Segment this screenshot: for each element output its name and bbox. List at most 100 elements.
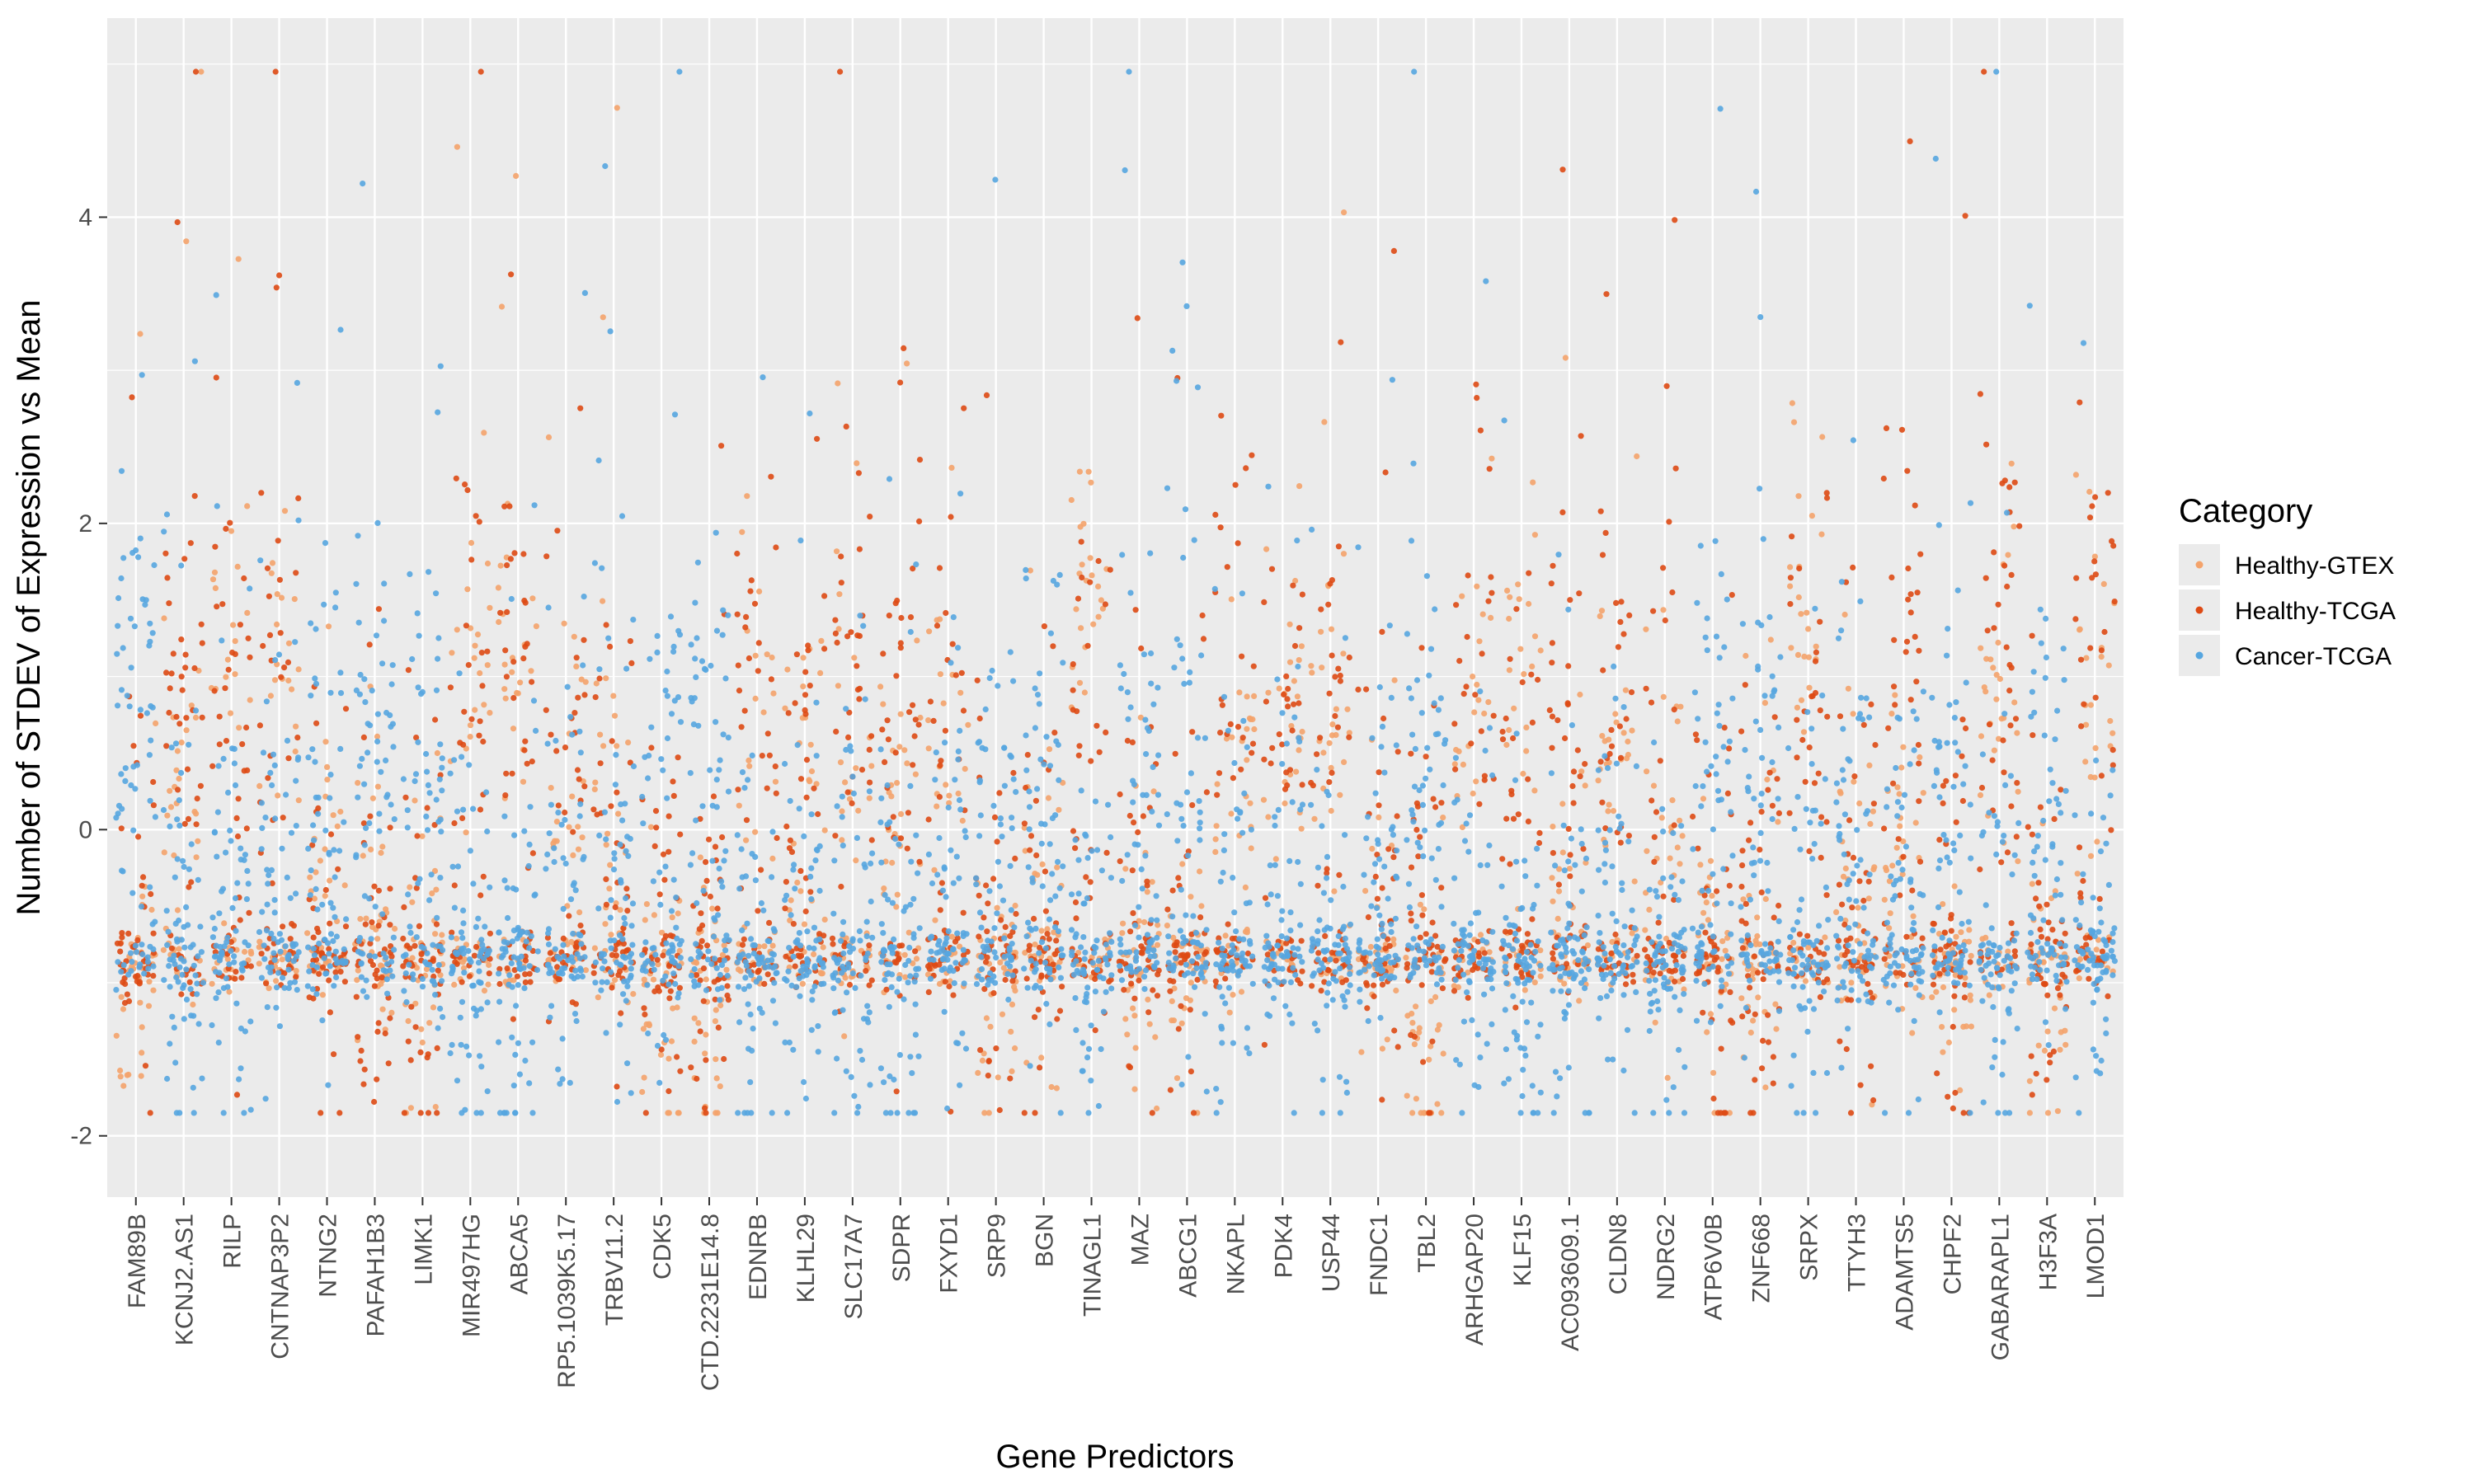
- data-point: [788, 897, 794, 904]
- data-point: [1804, 932, 1811, 939]
- data-point: [416, 632, 422, 639]
- data-point: [808, 811, 815, 818]
- data-point: [1430, 796, 1437, 802]
- data-point: [977, 1047, 984, 1054]
- data-point: [595, 994, 601, 1001]
- data-point: [1561, 980, 1568, 987]
- data-point: [460, 920, 467, 927]
- data-point: [185, 815, 192, 823]
- data-point: [408, 1003, 415, 1010]
- data-point: [1169, 1017, 1175, 1024]
- data-point: [1507, 655, 1513, 662]
- data-point: [476, 519, 482, 525]
- data-point: [1286, 621, 1293, 627]
- data-point: [472, 642, 478, 649]
- data-point: [1761, 700, 1768, 707]
- data-point: [423, 965, 430, 973]
- data-point: [1296, 483, 1303, 490]
- data-point: [1393, 987, 1399, 994]
- data-point: [1848, 997, 1855, 1003]
- data-point: [1382, 469, 1389, 476]
- data-point: [660, 977, 666, 984]
- data-point: [2077, 956, 2083, 962]
- data-point: [544, 740, 551, 747]
- data-point: [326, 851, 332, 857]
- data-point: [361, 893, 368, 899]
- data-point: [285, 677, 292, 684]
- data-point: [1887, 910, 1893, 917]
- data-point: [1261, 756, 1268, 763]
- data-point: [1286, 659, 1294, 665]
- data-point: [713, 1007, 719, 1013]
- data-point: [2029, 1092, 2035, 1098]
- data-point: [799, 980, 807, 987]
- data-point: [1823, 892, 1830, 899]
- data-point: [884, 717, 891, 724]
- data-point: [246, 909, 252, 916]
- data-point: [1662, 617, 1668, 624]
- data-point: [322, 893, 328, 899]
- data-point: [307, 874, 313, 881]
- data-point: [380, 967, 387, 974]
- data-point: [1038, 972, 1045, 979]
- data-point: [483, 789, 490, 796]
- data-point: [623, 895, 629, 902]
- data-point: [1276, 731, 1282, 738]
- data-point: [1726, 882, 1733, 889]
- data-point: [818, 637, 825, 645]
- data-point: [193, 810, 200, 817]
- data-point: [782, 975, 788, 983]
- data-point: [981, 914, 987, 921]
- data-point: [1451, 983, 1457, 989]
- data-point: [890, 814, 896, 820]
- data-point: [754, 954, 760, 960]
- data-point: [1479, 650, 1485, 657]
- data-point: [223, 525, 229, 533]
- data-point: [562, 809, 568, 816]
- data-point: [137, 707, 143, 713]
- data-point: [1442, 956, 1449, 962]
- data-point: [271, 677, 279, 683]
- data-point: [1818, 531, 1825, 538]
- data-point: [811, 945, 817, 952]
- data-point: [1369, 845, 1376, 852]
- data-point: [622, 920, 628, 928]
- data-point: [115, 959, 121, 965]
- data-point: [1140, 813, 1146, 819]
- data-point: [598, 951, 605, 957]
- data-point: [507, 556, 515, 562]
- data-point: [736, 802, 742, 809]
- data-point: [1403, 955, 1409, 961]
- data-point: [1291, 678, 1297, 684]
- data-point: [258, 951, 265, 957]
- data-point: [564, 683, 571, 690]
- data-point: [1729, 592, 1735, 599]
- data-point: [854, 632, 861, 639]
- data-point: [1188, 1068, 1194, 1075]
- data-point: [562, 816, 568, 824]
- data-point: [785, 968, 792, 974]
- data-point: [178, 562, 185, 569]
- data-point: [961, 405, 967, 411]
- data-point: [694, 899, 700, 907]
- data-point: [768, 676, 775, 683]
- data-point: [383, 709, 390, 716]
- data-point: [417, 1049, 424, 1055]
- data-point: [1426, 1110, 1432, 1116]
- data-point: [1727, 989, 1733, 995]
- data-point: [164, 575, 171, 581]
- data-point: [1895, 836, 1902, 843]
- data-point: [838, 937, 844, 944]
- data-point: [547, 950, 553, 956]
- data-point: [1943, 943, 1950, 950]
- data-point: [557, 956, 563, 962]
- data-point: [866, 795, 872, 801]
- data-point: [594, 811, 600, 818]
- data-point: [285, 954, 291, 960]
- data-point: [200, 979, 207, 986]
- data-point: [2029, 831, 2035, 838]
- data-point: [1429, 1038, 1436, 1045]
- data-point: [1318, 606, 1324, 613]
- data-point: [742, 974, 749, 981]
- data-point: [855, 807, 862, 814]
